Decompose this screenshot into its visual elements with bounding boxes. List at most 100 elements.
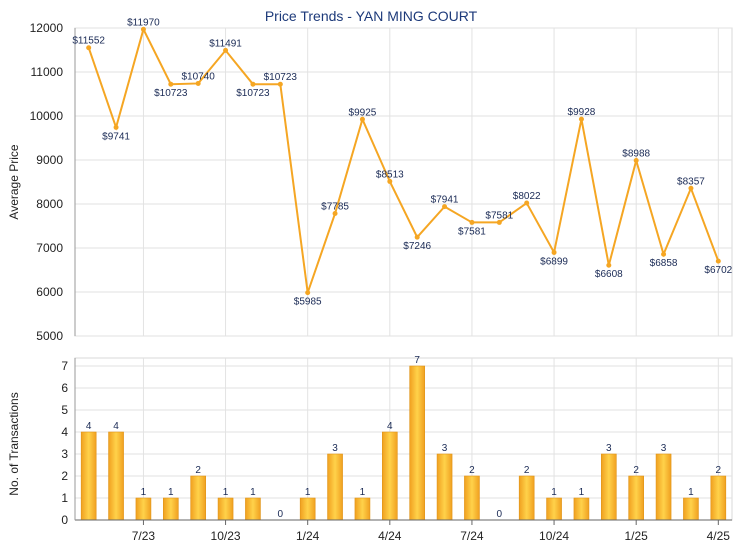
price-data-label: $7941	[431, 195, 459, 206]
price-data-label: $8357	[677, 176, 705, 187]
transactions-bar	[464, 475, 480, 521]
transactions-data-label: 4	[113, 421, 119, 432]
x-tick-label: 1/25	[625, 529, 649, 543]
price-point	[469, 219, 475, 225]
transactions-data-label: 3	[661, 443, 667, 454]
transactions-bar	[710, 475, 727, 521]
price-point	[195, 80, 201, 86]
price-point	[140, 26, 146, 32]
price-point	[688, 185, 694, 191]
transactions-data-label: 2	[524, 465, 530, 476]
transactions-bar	[163, 497, 179, 521]
transactions-bar	[135, 497, 152, 521]
price-y-tick-label: 7000	[36, 241, 63, 255]
transactions-bar	[190, 475, 206, 521]
price-data-label: $9741	[102, 131, 130, 142]
transactions-data-label: 2	[716, 465, 722, 476]
transactions-bar	[382, 431, 398, 521]
price-point	[359, 116, 365, 122]
price-y-tick-label: 11000	[31, 65, 64, 79]
transactions-bar	[628, 475, 644, 521]
price-point	[633, 158, 639, 164]
price-point	[168, 81, 174, 87]
price-point	[113, 124, 119, 130]
x-tick-label: 4/25	[707, 529, 731, 543]
price-y-tick-label: 8000	[36, 197, 63, 211]
price-data-label: $11491	[209, 38, 242, 49]
price-point	[387, 178, 393, 184]
price-point	[250, 81, 256, 87]
transactions-bar	[327, 453, 343, 521]
transactions-y-tick-label: 6	[61, 381, 68, 395]
price-point	[86, 45, 92, 51]
transactions-y-tick-label: 0	[61, 513, 68, 527]
price-point	[277, 81, 283, 87]
transactions-y-tick-label: 3	[61, 447, 68, 461]
x-tick-label: 7/23	[132, 529, 156, 543]
price-point	[578, 116, 584, 122]
transactions-y-tick-label: 1	[61, 491, 68, 505]
transactions-data-label: 1	[223, 487, 229, 498]
transactions-data-label: 1	[551, 487, 557, 498]
transactions-data-label: 1	[168, 487, 174, 498]
price-plot-frame	[74, 27, 733, 337]
price-data-label: $7581	[485, 210, 513, 221]
price-series-line	[87, 26, 720, 293]
transactions-bar	[518, 475, 535, 521]
transactions-data-label: 0	[278, 509, 284, 520]
transactions-data-label: 2	[195, 465, 201, 476]
price-y-tick-label: 12000	[30, 21, 64, 35]
price-point	[223, 47, 229, 53]
x-tick-label: 1/24	[296, 529, 320, 543]
price-data-label: $8022	[513, 191, 541, 202]
transactions-data-label: 1	[360, 487, 366, 498]
price-data-label: $9928	[568, 107, 596, 118]
price-data-label: $10740	[182, 71, 216, 82]
price-point	[442, 204, 448, 210]
transactions-bar	[573, 497, 590, 521]
transactions-data-label: 3	[442, 443, 448, 454]
price-y-axis-label: Average Price	[7, 144, 21, 219]
price-y-tick-label: 5000	[36, 329, 63, 343]
transactions-panel: 0 1 2 3 4 5 6 7 7/23 10/23 1/24 4/24 7/24 10/24 1/25 4/…	[61, 355, 733, 543]
transactions-data-label: 1	[141, 487, 147, 498]
price-data-label: $8513	[376, 169, 404, 180]
transactions-y-tick-label: 7	[61, 359, 68, 373]
price-point	[606, 262, 612, 268]
x-tick-label: 10/23	[211, 529, 241, 543]
x-tick-label: 7/24	[460, 529, 484, 543]
chart-title: Price Trends - YAN MING COURT	[265, 8, 478, 24]
price-data-label: $7581	[458, 226, 486, 237]
price-data-label: $7785	[321, 201, 349, 212]
transactions-bar	[409, 365, 425, 521]
x-tick-label: 10/24	[539, 529, 569, 543]
price-point	[715, 258, 721, 264]
price-data-label: $10723	[264, 72, 298, 83]
price-data-label: $8988	[622, 149, 650, 160]
transactions-bar	[436, 453, 453, 521]
price-data-label: $6899	[540, 256, 568, 267]
transactions-data-label: 1	[688, 487, 694, 498]
price-data-label: $10723	[236, 88, 270, 99]
transactions-data-label: 1	[579, 487, 585, 498]
transactions-bar	[217, 497, 234, 521]
transactions-bar	[245, 497, 261, 521]
transactions-data-label: 2	[633, 465, 639, 476]
transactions-bar	[108, 431, 124, 521]
price-data-label: $6608	[595, 269, 623, 280]
price-point	[332, 210, 338, 216]
price-y-tick-label: 10000	[30, 109, 64, 123]
transactions-y-axis-label: No. of Transactions	[7, 392, 21, 495]
transactions-data-label: 1	[305, 487, 311, 498]
price-point	[414, 234, 420, 240]
price-data-label: $11970	[127, 17, 160, 28]
transactions-bar	[354, 497, 371, 521]
price-data-label: $5985	[294, 297, 322, 308]
transactions-bar	[546, 497, 562, 521]
price-point	[661, 251, 667, 257]
price-data-label: $7246	[403, 241, 431, 252]
transactions-bar	[601, 453, 617, 521]
transactions-data-label: 0	[497, 509, 503, 520]
